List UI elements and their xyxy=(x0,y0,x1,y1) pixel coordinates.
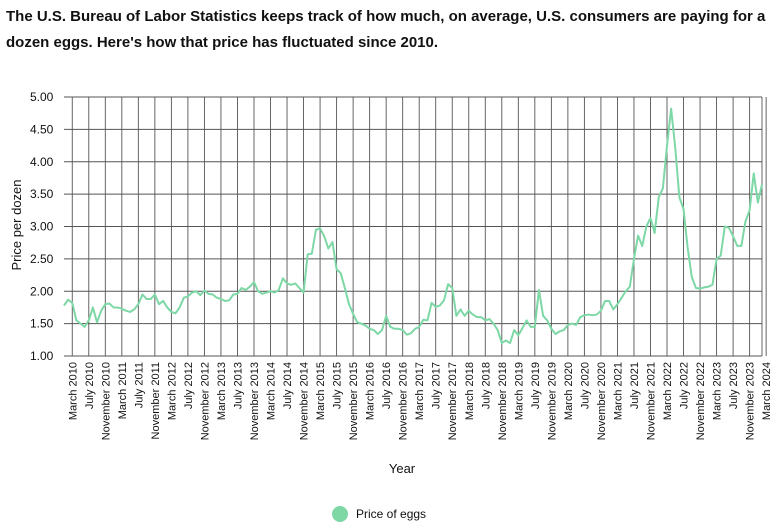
y-tick-label: 1.50 xyxy=(30,317,54,331)
y-axis-title: Price per dozen xyxy=(9,179,24,270)
y-tick-label: 2.00 xyxy=(30,284,54,298)
legend: Price of eggs xyxy=(332,506,426,522)
x-tick-label: July 2023 xyxy=(728,362,740,409)
x-tick-label: November 2021 xyxy=(645,362,657,440)
x-tick-label: November 2012 xyxy=(199,362,211,440)
x-tick-label: March 2024 xyxy=(761,362,773,420)
x-tick-label: July 2013 xyxy=(232,362,244,409)
x-tick-label: March 2022 xyxy=(662,362,674,420)
x-tick-label: November 2010 xyxy=(100,362,112,440)
x-tick-label: March 2020 xyxy=(563,362,575,420)
legend-swatch xyxy=(332,506,348,522)
x-tick-label: March 2021 xyxy=(612,362,624,420)
x-tick-label: November 2016 xyxy=(398,362,410,440)
series-line-price-of-eggs xyxy=(63,107,763,345)
x-tick-label: March 2015 xyxy=(315,362,327,420)
x-tick-label: November 2017 xyxy=(447,362,459,440)
x-tick-label: July 2022 xyxy=(679,362,691,409)
y-tick-label: 5.00 xyxy=(30,90,54,104)
x-tick-label: March 2017 xyxy=(414,362,426,420)
x-tick-labels: March 2010 July 2010 November 2010 March 20… xyxy=(67,362,773,440)
x-tick-label: November 2018 xyxy=(497,362,509,440)
x-tick-label: March 2012 xyxy=(166,362,178,420)
x-tick-label: November 2022 xyxy=(695,362,707,440)
y-tick-label: 3.00 xyxy=(30,220,54,234)
y-tick-labels: 1.00 1.50 2.00 2.50 3.00 3.50 4.00 4.50 5.00 xyxy=(30,90,54,363)
x-tick-label: July 2016 xyxy=(381,362,393,409)
x-tick-label: March 2023 xyxy=(712,362,724,420)
x-tick-label: March 2013 xyxy=(216,362,228,420)
x-tick-label: March 2010 xyxy=(67,362,79,420)
x-tick-label: November 2023 xyxy=(745,362,757,440)
chart-intro-text: The U.S. Bureau of Labor Statistics keep… xyxy=(6,8,766,51)
x-axis-title: Year xyxy=(389,461,416,476)
x-tick-label: November 2015 xyxy=(348,362,360,440)
legend-label: Price of eggs xyxy=(356,507,427,521)
x-tick-label: July 2019 xyxy=(530,362,542,409)
x-tick-label: March 2018 xyxy=(464,362,476,420)
x-tick-label: March 2014 xyxy=(266,362,278,420)
x-tick-label: March 2016 xyxy=(365,362,377,420)
y-tick-label: 4.00 xyxy=(30,155,54,169)
x-tick-label: November 2014 xyxy=(299,362,311,440)
grid-layer xyxy=(64,96,767,357)
x-tick-label: July 2011 xyxy=(133,362,145,408)
x-tick-label: March 2011 xyxy=(117,362,129,419)
x-tick-label: November 2019 xyxy=(546,362,558,440)
x-tick-label: November 2013 xyxy=(249,362,261,440)
y-tick-label: 2.50 xyxy=(30,252,54,266)
x-tick-label: July 2010 xyxy=(84,362,96,409)
x-tick-label: November 2011 xyxy=(150,362,162,439)
x-tick-label: July 2021 xyxy=(629,362,641,409)
x-tick-label: July 2018 xyxy=(480,362,492,409)
y-tick-label: 3.50 xyxy=(30,187,54,201)
x-tick-label: March 2019 xyxy=(513,362,525,420)
x-tick-label: July 2020 xyxy=(579,362,591,409)
x-tick-label: November 2020 xyxy=(596,362,608,440)
x-tick-label: July 2014 xyxy=(282,362,294,409)
x-tick-label: July 2015 xyxy=(332,362,344,409)
egg-price-chart: 1.00 1.50 2.00 2.50 3.00 3.50 4.00 4.50 5.00 Mar… xyxy=(9,90,773,476)
y-tick-label: 1.00 xyxy=(30,349,54,363)
x-tick-label: July 2012 xyxy=(183,362,195,409)
y-tick-label: 4.50 xyxy=(30,122,54,136)
x-tick-label: July 2017 xyxy=(431,362,443,409)
